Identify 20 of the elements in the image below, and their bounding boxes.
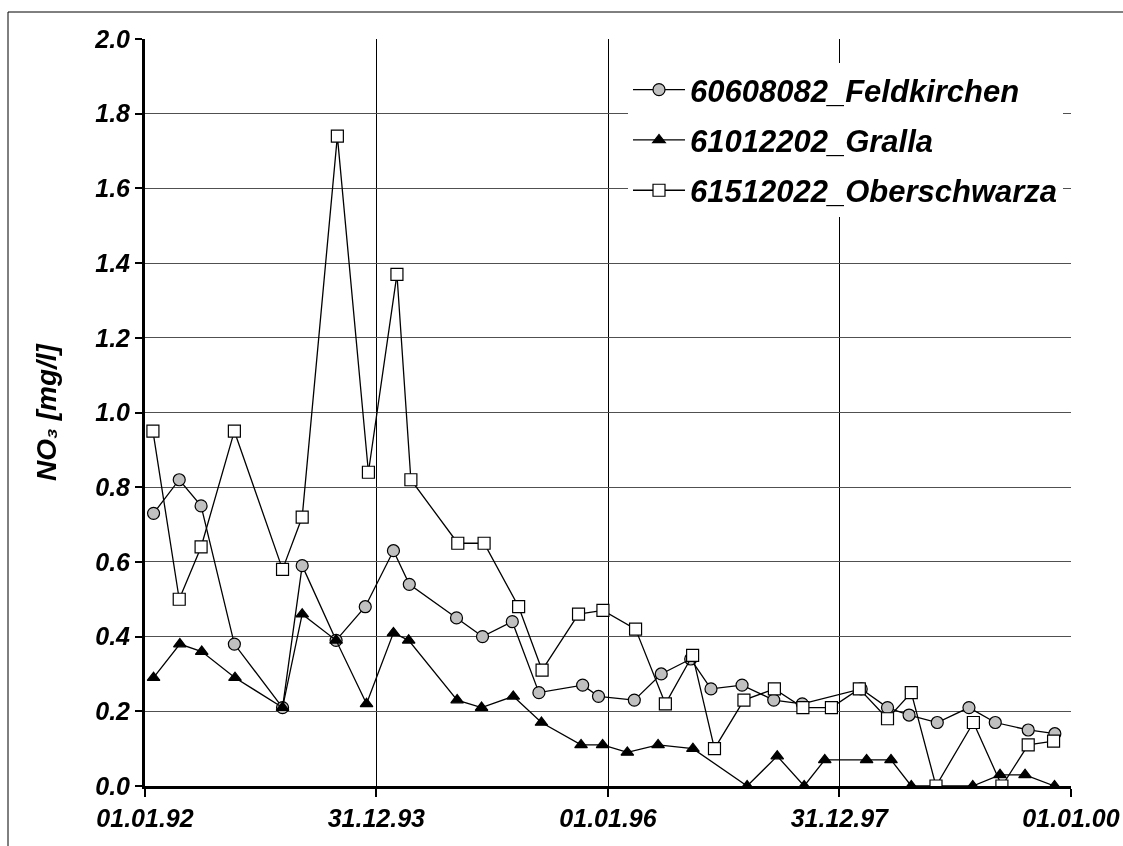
y-tick-label: 1.0 (95, 398, 131, 427)
y-tick-label: 0.0 (95, 771, 131, 800)
legend-label: 61512022_Oberschwarza (690, 174, 1058, 210)
x-tick-label: 01.01.96 (559, 804, 658, 832)
legend-label: 61012202_Gralla (690, 124, 934, 160)
x-tick-label: 01.01.00 (1022, 804, 1120, 832)
y-tick-label: 2.0 (94, 24, 131, 53)
y-tick-label: 1.2 (95, 323, 131, 352)
x-tick-label: 01.01.92 (96, 804, 194, 832)
x-tick-label: 31.12.97 (790, 804, 890, 832)
y-tick-label: 0.2 (95, 697, 131, 726)
legend-label: 60608082_Feldkirchen (690, 73, 1020, 109)
y-tick-label: 0.6 (95, 547, 132, 576)
y-tick-label: 0.8 (95, 472, 131, 501)
y-tick-label: 0.4 (95, 622, 131, 651)
x-tick-label: 31.12.93 (327, 804, 426, 832)
y-tick-label: 1.4 (95, 248, 131, 277)
y-axis-title: NO₃ [mg/l] (30, 342, 62, 481)
y-tick-label: 1.8 (95, 99, 131, 128)
y-tick-label: 1.6 (95, 174, 132, 203)
